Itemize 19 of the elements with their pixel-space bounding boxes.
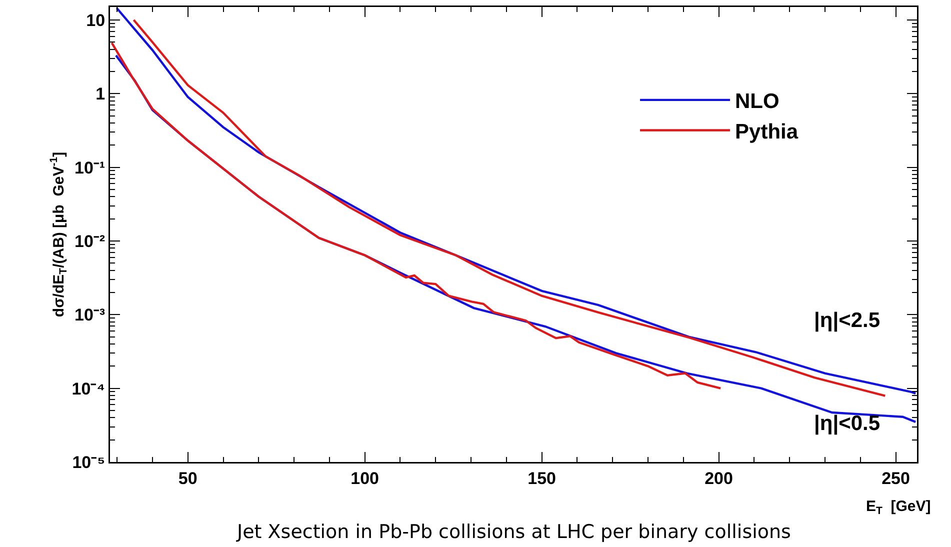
line-series: [110, 42, 722, 390]
x-tick-label: 200: [704, 468, 733, 488]
y-tick-label: 1: [96, 84, 106, 104]
annotation: |η|<0.5: [814, 412, 880, 435]
x-tick-label: 250: [882, 468, 910, 488]
y-tick-label: 10⁻²: [74, 232, 106, 251]
y-tick-label: 10⁻⁵: [72, 452, 106, 472]
x-tick-label: 100: [350, 468, 380, 488]
y-tick-label: 10: [86, 10, 106, 30]
x-tick-label: 150: [528, 468, 556, 488]
y-tick-label: 10⁻⁴: [72, 379, 106, 398]
y-tick-label: 10⁻¹: [74, 158, 106, 178]
x-tick-label: 50: [178, 468, 198, 488]
legend-label: Pythia: [735, 120, 798, 144]
annotation: |η|<2.5: [814, 309, 880, 332]
x-axis-title: E$_{T}$ [GeV]: [866, 498, 931, 518]
legend-label: NLO: [735, 90, 780, 114]
y-tick-label: 10⁻³: [74, 306, 106, 325]
text: Jet Xsection in Pb-Pb collisions at LHC per binary collisions: [236, 521, 791, 543]
